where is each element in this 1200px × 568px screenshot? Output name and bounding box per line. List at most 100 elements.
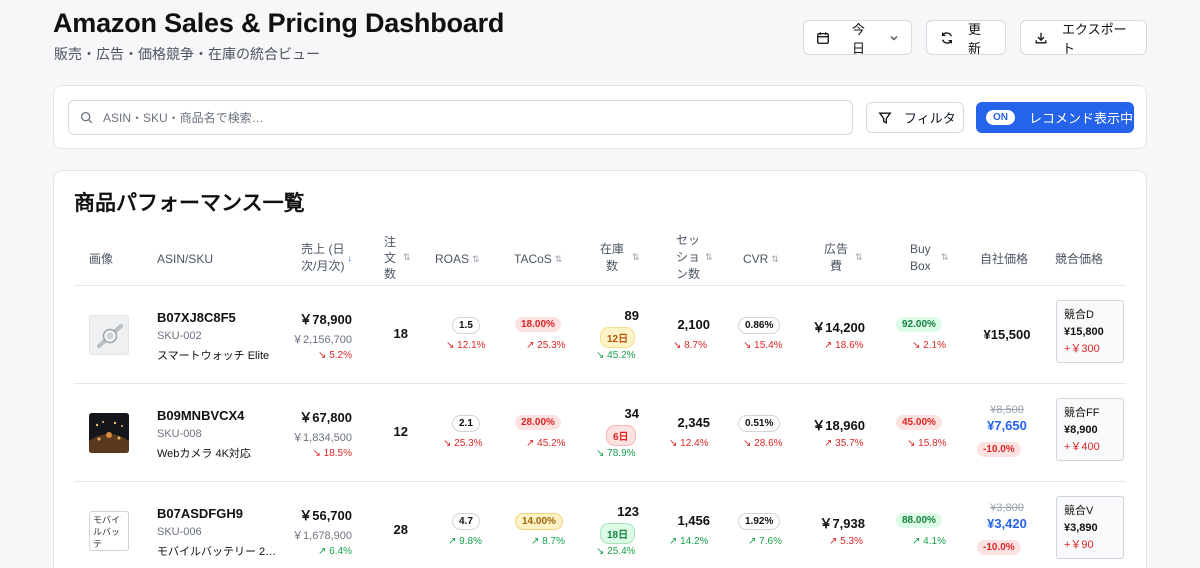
sessions: 2,345	[677, 415, 710, 430]
cvr-change: ↗ 7.6%	[748, 536, 782, 547]
tacos-badge: 28.00%	[515, 415, 561, 430]
row-divider	[74, 481, 1126, 482]
roas-badge: 4.7	[452, 513, 480, 530]
product-name: モバイルバッテリー 2…	[157, 546, 277, 558]
competitor-price-box[interactable]: 競合D ¥15,800 +￥300	[1056, 300, 1124, 363]
stock-count: 123	[617, 504, 639, 519]
date-range-select[interactable]: 今日	[803, 20, 912, 56]
competitor-name: 競合FF	[1064, 407, 1100, 419]
roas-badge: 2.1	[452, 415, 480, 432]
trend-down-icon: ↘	[673, 340, 685, 351]
recommend-toggle[interactable]: ON レコメンド表示中	[976, 102, 1134, 133]
discount-badge: -10.0%	[977, 442, 1021, 457]
discount-badge: -10.0%	[977, 540, 1021, 555]
search-box[interactable]	[68, 100, 853, 135]
sales-monthly: ￥1,834,500	[292, 432, 352, 444]
product-image-broken: モバイルバッテ	[89, 511, 129, 551]
sort-icon: ⇅	[705, 252, 713, 262]
sort-icon: ⇅	[554, 254, 563, 264]
own-price: ¥3,420	[987, 516, 1027, 531]
col-header-sales[interactable]: 売上 (日 次/月次) ↓	[301, 242, 353, 273]
trend-down-icon: ↘	[596, 546, 608, 557]
buybox-badge: 92.00%	[896, 317, 942, 332]
tacos-change: ↗ 8.7%	[531, 536, 565, 547]
sales-daily: ￥78,900	[299, 312, 352, 327]
export-button[interactable]: エクスポート	[1020, 20, 1147, 56]
webcam-image-icon	[89, 413, 129, 453]
trend-down-icon: ↘	[596, 448, 608, 459]
competitor-price: ¥15,800	[1064, 326, 1104, 338]
trend-down-icon: ↘	[743, 438, 755, 449]
col-header-stock[interactable]: 在庫数	[600, 242, 625, 273]
tacos-change: ↗ 25.3%	[526, 340, 566, 351]
sessions: 2,100	[677, 317, 710, 332]
trend-down-icon: ↘	[312, 448, 324, 459]
smartwatch-image-icon	[97, 324, 123, 348]
buybox-change: ↗ 4.1%	[912, 536, 946, 547]
trend-up-icon: ↗	[526, 340, 538, 351]
stock-count: 34	[624, 406, 639, 421]
trend-up-icon: ↗	[748, 536, 760, 547]
sales-daily: ￥56,700	[299, 508, 352, 523]
sales-monthly: ￥1,678,900	[292, 530, 352, 542]
asin[interactable]: B09MNBVCX4	[157, 408, 245, 423]
search-icon	[80, 111, 93, 124]
trend-up-icon: ↗	[912, 536, 924, 547]
sales-cell: ￥67,800 ￥1,834,500 ↘ 18.5%	[292, 407, 352, 459]
ad-cost: ￥7,938	[819, 516, 865, 531]
refresh-button[interactable]: 更新	[926, 20, 1006, 56]
orders: 12	[393, 424, 408, 439]
col-header-orders[interactable]: 注文数	[384, 235, 397, 281]
search-input[interactable]	[103, 110, 803, 125]
sort-icon: ⇅	[771, 254, 779, 264]
col-header-sessions[interactable]: セッ ショ ン数	[676, 233, 701, 281]
export-label: エクスポート	[1062, 21, 1127, 56]
date-range-label: 今日	[852, 21, 866, 56]
col-header-roas[interactable]: ROAS ⇅	[435, 252, 480, 266]
trend-down-icon: ↘	[443, 438, 455, 449]
asin[interactable]: B07XJ8C8F5	[157, 310, 236, 325]
table-row[interactable]: B09MNBVCX4 SKU-008 Webカメラ 4K対応 ￥67,800 ￥…	[54, 383, 1146, 481]
sort-icon: ⇅	[855, 252, 863, 262]
own-price-old: ¥8,500	[990, 404, 1024, 416]
own-price: ¥15,500	[983, 327, 1031, 342]
competitor-name: 競合D	[1064, 309, 1094, 321]
trend-up-icon: ↗	[829, 536, 841, 547]
sku: SKU-002	[157, 330, 202, 342]
trend-down-icon: ↘	[596, 350, 608, 361]
col-header-adcost[interactable]: 広告費	[824, 242, 849, 273]
sales-cell: ￥56,700 ￥1,678,900 ↗ 6.4%	[292, 505, 352, 557]
table-row[interactable]: B07XJ8C8F5 SKU-002 スマートウォッチ Elite ￥78,90…	[54, 285, 1146, 383]
chevron-down-icon	[890, 35, 898, 40]
recommend-on-pill: ON	[986, 110, 1015, 125]
sort-desc-icon: ↓	[347, 252, 353, 263]
col-header-buybox[interactable]: Buy Box	[910, 242, 931, 273]
table-row[interactable]: モバイルバッテ B07ASDFGH9 SKU-006 モバイルバッテリー 2… …	[54, 481, 1146, 568]
filter-label: フィルタ	[904, 111, 956, 126]
competitor-name: 競合V	[1064, 505, 1094, 517]
buybox-badge: 88.00%	[896, 513, 942, 528]
filter-button[interactable]: フィルタ	[866, 102, 964, 133]
tacos-change: ↗ 45.2%	[526, 438, 566, 449]
buybox-change: ↘ 2.1%	[912, 340, 946, 351]
col-header-image: 画像	[89, 252, 114, 266]
page-title: Amazon Sales & Pricing Dashboard	[53, 8, 505, 38]
trend-down-icon: ↘	[669, 438, 681, 449]
own-price-cell: ¥3,800 ¥3,420	[974, 502, 1040, 531]
trend-down-icon: ↘	[446, 340, 458, 351]
download-icon	[1035, 32, 1047, 43]
ad-cost: ￥18,960	[812, 418, 865, 433]
calendar-icon	[817, 31, 829, 44]
col-header-tacos[interactable]: TACoS ⇅	[514, 252, 563, 266]
competitor-diff: +￥300	[1064, 343, 1100, 355]
competitor-price-box[interactable]: 競合V ¥3,890 +￥90	[1056, 496, 1124, 559]
cvr-change: ↘ 28.6%	[743, 438, 783, 449]
competitor-price-box[interactable]: 競合FF ¥8,900 +￥400	[1056, 398, 1124, 461]
asin[interactable]: B07ASDFGH9	[157, 506, 243, 521]
sku: SKU-008	[157, 428, 202, 440]
competitor-price: ¥8,900	[1064, 424, 1098, 436]
col-header-cvr[interactable]: CVR ⇅	[743, 252, 779, 266]
cvr-badge: 1.92%	[738, 513, 781, 530]
ad-cost-change: ↗ 35.7%	[824, 438, 864, 449]
sort-icon: ⇅	[403, 252, 411, 262]
